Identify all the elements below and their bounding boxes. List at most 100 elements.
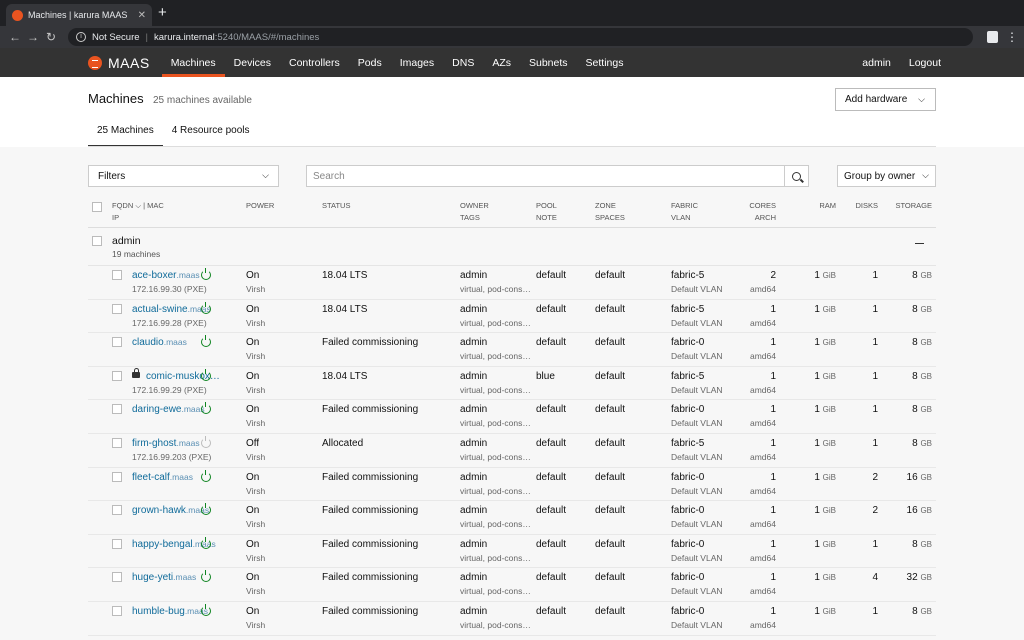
nav-item-machines[interactable]: Machines [161, 48, 225, 77]
machine-fqdn-link[interactable]: grown-hawk.maas [132, 505, 209, 516]
row-checkbox[interactable] [112, 337, 122, 348]
power-icon[interactable] [201, 368, 211, 381]
search-button[interactable] [784, 165, 809, 187]
group-by-select[interactable]: Group by owner ⌵ [837, 165, 936, 187]
url-input[interactable]: i Not Secure | karura.internal:5240/MAAS… [68, 28, 973, 46]
power-icon[interactable] [201, 603, 211, 616]
row-checkbox[interactable] [112, 303, 122, 314]
machine-status: Failed commissioning [322, 538, 419, 550]
machine-domain: .maas [173, 572, 197, 583]
nav-item-devices[interactable]: Devices [233, 56, 271, 69]
collapse-icon[interactable] [915, 243, 924, 244]
machine-hostname: ace-boxer [132, 270, 177, 281]
power-state: On [246, 471, 260, 483]
row-checkbox[interactable] [112, 404, 122, 415]
table-row[interactable]: firm-ghost.maas 172.16.99.203 (PXE) Off … [88, 434, 936, 468]
row-checkbox[interactable] [112, 605, 122, 616]
col-fqdn[interactable]: FQDN ⌵ | MAC [112, 201, 164, 210]
col-status[interactable]: Status [322, 201, 351, 210]
maas-logo[interactable]: MAAS [88, 48, 150, 77]
tab-resource-pools[interactable]: 4 Resource pools [171, 125, 250, 136]
col-cores[interactable]: Cores [749, 201, 776, 210]
nav-item-azs[interactable]: AZs [492, 56, 511, 69]
table-row[interactable]: humble-bug.maas On Virsh Failed commissi… [88, 602, 936, 636]
power-icon[interactable] [201, 301, 211, 314]
table-row[interactable]: claudio.maas On Virsh Failed commissioni… [88, 333, 936, 367]
browser-tab[interactable]: Machines | karura MAAS ✕ [6, 4, 152, 26]
nav-item-controllers[interactable]: Controllers [289, 56, 340, 69]
machine-fqdn-link[interactable]: huge-yeti.maas [132, 572, 196, 583]
owner-group-row[interactable]: admin 19 machines [88, 228, 936, 266]
reload-icon[interactable]: ↻ [45, 30, 57, 44]
table-row[interactable]: fleet-calf.maas On Virsh Failed commissi… [88, 468, 936, 502]
nav-item-dns[interactable]: DNS [452, 56, 475, 69]
power-icon[interactable] [201, 402, 211, 415]
table-row[interactable]: ace-boxer.maas 172.16.99.30 (PXE) On Vir… [88, 266, 936, 300]
power-icon[interactable] [201, 536, 211, 549]
nav-item-images[interactable]: Images [399, 56, 435, 69]
new-tab-icon[interactable]: + [158, 4, 167, 21]
search-input[interactable] [306, 165, 785, 187]
profile-icon[interactable] [987, 31, 998, 43]
machine-arch: amd64 [750, 519, 776, 530]
machine-storage: 8 GB [912, 605, 932, 617]
table-row[interactable]: happy-bengal.maas On Virsh Failed commis… [88, 535, 936, 569]
nav-item-settings[interactable]: Settings [585, 56, 624, 69]
col-zone[interactable]: Zone [595, 201, 616, 210]
col-ip: IP [112, 213, 120, 222]
machine-fqdn-link[interactable]: claudio.maas [132, 337, 187, 348]
col-disks[interactable]: Disks [855, 201, 878, 210]
browser-menu-icon[interactable]: ⋮ [1006, 30, 1018, 44]
machine-fqdn-link[interactable]: fleet-calf.maas [132, 472, 193, 483]
col-owner[interactable]: Owner [460, 201, 489, 210]
info-icon[interactable]: i [76, 32, 86, 42]
power-icon[interactable] [201, 435, 211, 448]
back-icon[interactable]: ← [9, 30, 21, 44]
row-checkbox[interactable] [112, 471, 122, 482]
power-icon[interactable] [201, 469, 211, 482]
table-row[interactable]: daring-ewe.maas On Virsh Failed commissi… [88, 400, 936, 434]
col-ram[interactable]: RAM [819, 201, 836, 210]
machine-fqdn-link[interactable]: firm-ghost.maas [132, 438, 200, 449]
group-name: admin [112, 235, 141, 247]
table-row[interactable]: actual-swine.maas 172.16.99.28 (PXE) On … [88, 300, 936, 334]
col-storage[interactable]: Storage [895, 201, 932, 210]
maas-favicon-icon [12, 9, 23, 21]
power-icon[interactable] [201, 335, 211, 348]
select-all-checkbox[interactable] [92, 202, 102, 212]
machine-status: Failed commissioning [322, 605, 419, 617]
table-row[interactable]: huge-yeti.maas On Virsh Failed commissio… [88, 568, 936, 602]
row-checkbox[interactable] [112, 538, 122, 549]
machine-zone: default [595, 270, 626, 281]
close-tab-icon[interactable]: ✕ [137, 9, 146, 21]
power-type: Virsh [246, 418, 266, 429]
nav-user[interactable]: admin [862, 56, 891, 69]
table-row[interactable]: grown-hawk.maas On Virsh Failed commissi… [88, 501, 936, 535]
col-fabric[interactable]: Fabric [671, 201, 699, 210]
filters-dropdown[interactable]: Filters ⌵ [88, 165, 279, 187]
row-checkbox[interactable] [112, 370, 122, 381]
machine-fqdn-link[interactable]: comic-muskox… [146, 371, 220, 382]
col-pool[interactable]: Pool [536, 201, 557, 210]
col-power[interactable]: Power [246, 201, 275, 210]
add-hardware-button[interactable]: Add hardware ⌵ [835, 88, 936, 111]
machine-fqdn-link[interactable]: daring-ewe.maas [132, 404, 205, 415]
power-icon[interactable] [201, 503, 211, 516]
row-checkbox[interactable] [112, 572, 122, 583]
machine-fabric: fabric-5 [671, 437, 705, 449]
tab-machines[interactable]: 25 Machines [88, 119, 163, 147]
power-icon[interactable] [201, 570, 211, 583]
machine-fqdn-link[interactable]: actual-swine.maas [132, 304, 211, 315]
logout-link[interactable]: Logout [908, 56, 941, 69]
row-checkbox[interactable] [112, 437, 122, 448]
row-checkbox[interactable] [112, 505, 122, 516]
power-icon[interactable] [201, 268, 211, 280]
group-checkbox[interactable] [92, 236, 102, 246]
nav-item-pods[interactable]: Pods [357, 56, 382, 69]
forward-icon[interactable]: → [27, 30, 39, 44]
row-checkbox[interactable] [112, 270, 122, 280]
nav-item-subnets[interactable]: Subnets [529, 56, 568, 69]
machine-fqdn-link[interactable]: humble-bug.maas [132, 606, 208, 617]
table-row[interactable]: comic-muskox… 172.16.99.29 (PXE) On Virs… [88, 367, 936, 401]
machine-fqdn-link[interactable]: ace-boxer.maas [132, 270, 200, 281]
